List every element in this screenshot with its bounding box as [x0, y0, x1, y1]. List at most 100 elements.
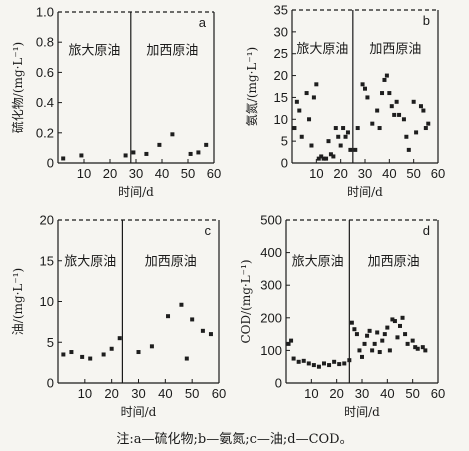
data-point	[353, 147, 358, 152]
y-tick-label: 30	[274, 24, 288, 39]
x-axis-title: 时间/d	[344, 405, 380, 419]
data-point	[311, 363, 316, 368]
data-point	[131, 150, 136, 155]
data-point	[395, 335, 400, 340]
data-point	[321, 156, 326, 161]
x-tick-label: 50	[405, 386, 419, 401]
x-tick-label: 30	[355, 386, 369, 401]
data-point	[179, 302, 184, 307]
data-point	[387, 91, 392, 96]
y-tick-label: 20	[40, 213, 54, 228]
x-tick-label: 20	[333, 166, 347, 181]
data-point	[342, 361, 347, 366]
x-tick-label: 30	[358, 166, 372, 181]
data-point	[332, 359, 337, 364]
data-point	[297, 108, 302, 113]
panel-letter: b	[423, 13, 430, 28]
region-label-luda: 旅大原油	[292, 255, 344, 270]
data-point	[319, 154, 324, 159]
data-point	[400, 315, 405, 320]
data-point	[80, 354, 85, 359]
data-point	[423, 126, 428, 131]
data-point	[413, 345, 418, 350]
data-point	[385, 325, 390, 330]
data-point	[286, 341, 291, 346]
x-tick-label: 30	[129, 166, 143, 181]
x-tick-label: 50	[181, 166, 195, 181]
x-tick-label: 40	[155, 166, 169, 181]
y-tick-label: 0.4	[36, 95, 54, 110]
x-tick-label: 10	[304, 386, 318, 401]
y-tick-label: 0.8	[36, 35, 54, 50]
data-point	[414, 130, 419, 135]
data-point	[88, 356, 93, 361]
data-point	[349, 320, 354, 325]
region-label-luda: 旅大原油	[64, 255, 116, 270]
data-point	[367, 328, 372, 333]
data-point	[149, 344, 154, 349]
data-point	[301, 358, 306, 363]
data-point	[389, 104, 394, 109]
data-point	[314, 82, 319, 87]
data-point	[362, 341, 367, 346]
y-tick-label: 15	[274, 90, 288, 105]
x-axis-title: 时间/d	[118, 185, 154, 199]
data-point	[377, 350, 382, 355]
x-tick-label: 30	[131, 386, 145, 401]
y-tick-label: 5	[281, 134, 288, 149]
data-point	[394, 99, 399, 104]
x-tick-label: 40	[380, 386, 394, 401]
data-point	[170, 132, 175, 137]
x-tick-label: 20	[329, 386, 343, 401]
x-tick-label: 60	[431, 386, 445, 401]
y-tick-label: 0	[275, 376, 282, 391]
y-tick-label: 0	[281, 156, 288, 171]
y-tick-label: 1.0	[36, 5, 54, 20]
data-point	[328, 152, 333, 157]
data-point	[355, 126, 360, 131]
data-point	[345, 130, 350, 135]
data-point	[69, 350, 74, 355]
data-point	[336, 134, 341, 139]
data-point	[384, 73, 389, 78]
y-axis-title: 氨氮/(mg·L⁻¹)	[244, 47, 259, 126]
x-tick-label: 50	[185, 386, 199, 401]
data-point	[188, 151, 193, 156]
data-point	[390, 317, 395, 322]
y-tick-label: 500	[260, 213, 282, 228]
data-point	[398, 323, 402, 328]
data-point	[375, 108, 380, 113]
data-point	[338, 143, 343, 148]
y-tick-label: 35	[274, 3, 288, 18]
data-point	[372, 341, 377, 346]
data-point	[296, 359, 301, 364]
data-point	[136, 350, 141, 355]
y-tick-label: 400	[260, 245, 282, 260]
data-point	[420, 345, 425, 350]
data-point	[306, 361, 311, 366]
data-point	[404, 134, 409, 139]
data-point	[387, 348, 392, 353]
data-point	[144, 151, 149, 156]
y-tick-label: 5	[47, 335, 54, 350]
x-tick-label: 60	[431, 166, 445, 181]
region-label-jiaxi: 加西原油	[369, 42, 421, 57]
data-point	[365, 95, 370, 100]
data-point	[200, 328, 205, 333]
x-tick-label: 10	[309, 166, 323, 181]
data-point	[375, 330, 380, 335]
data-point	[405, 341, 410, 346]
x-axis-title: 时间/d	[347, 185, 383, 199]
data-point	[415, 346, 420, 351]
data-point	[380, 91, 385, 96]
x-tick-label: 20	[104, 386, 118, 401]
x-tick-label: 50	[406, 166, 420, 181]
y-tick-label: 10	[40, 294, 54, 309]
data-point	[109, 346, 114, 351]
region-label-jiaxi: 加西原油	[368, 255, 420, 270]
region-label-jiaxi: 加西原油	[146, 43, 198, 58]
